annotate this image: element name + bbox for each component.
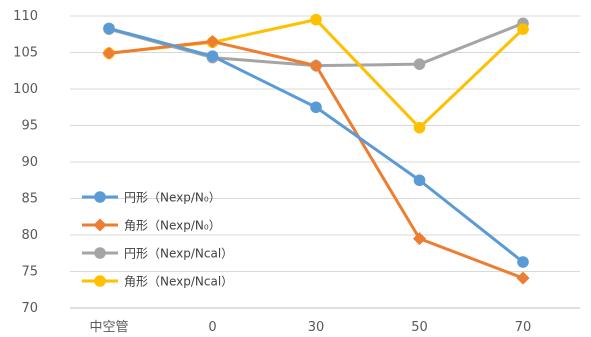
data-point-2-3 <box>413 58 426 70</box>
legend-marker-2 <box>94 247 106 259</box>
legend-item-2: 円形（Nexp/Ncal） <box>82 247 233 261</box>
legend-label-1: 角形（Nexp/N₀） <box>124 219 221 233</box>
legend-marker-3 <box>94 275 106 287</box>
y-tick-label-100: 100 <box>13 82 38 97</box>
legend-label-3: 角形（Nexp/Ncal） <box>124 275 233 289</box>
y-tick-label-75: 75 <box>21 265 38 280</box>
axis-layer: 70 75 80 85 90 95 100 105 110 中空管 0 30 50 70 <box>13 9 531 335</box>
series-layer <box>102 13 530 285</box>
x-tick-label-4: 70 <box>515 320 532 335</box>
series-3 <box>103 13 529 134</box>
x-tick-label-0: 中空管 <box>89 320 128 335</box>
data-point-0-0 <box>103 22 115 35</box>
y-tick-label-70: 70 <box>21 301 38 316</box>
data-point-1-1 <box>206 35 219 49</box>
data-point-0-3 <box>413 174 426 187</box>
series-0 <box>103 22 529 268</box>
data-point-3-2 <box>310 13 322 26</box>
data-point-1-2 <box>309 59 323 73</box>
data-point-0-4 <box>517 256 529 268</box>
data-point-0-2 <box>310 101 322 114</box>
data-point-3-4 <box>517 23 529 35</box>
legend-item-0: 円形（Nexp/N₀） <box>82 191 221 205</box>
y-tick-label-105: 105 <box>13 46 38 61</box>
x-tick-label-1: 0 <box>208 320 216 335</box>
legend-item-3: 角形（Nexp/Ncal） <box>82 275 233 289</box>
legend-label-2: 円形（Nexp/Ncal） <box>124 247 233 261</box>
x-tick-label-3: 50 <box>411 320 428 335</box>
y-tick-label-95: 95 <box>21 119 38 134</box>
legend-marker-1 <box>93 218 107 232</box>
data-point-3-3 <box>413 121 426 134</box>
y-tick-label-110: 110 <box>13 9 38 24</box>
legend-marker-0 <box>94 191 106 203</box>
legend-label-0: 円形（Nexp/N₀） <box>124 191 221 205</box>
x-tick-label-2: 30 <box>308 320 325 335</box>
y-tick-label-90: 90 <box>21 155 38 170</box>
legend: 円形（Nexp/N₀） 角形（Nexp/N₀） 円形（Nexp/Ncal） 角形（Ne… <box>82 191 233 289</box>
y-tick-label-80: 80 <box>21 228 38 243</box>
grid-layer <box>70 15 580 309</box>
data-point-1-3 <box>413 232 426 246</box>
series-line-1 <box>107 40 525 280</box>
data-point-1-0 <box>102 46 116 60</box>
y-tick-label-85: 85 <box>21 192 38 207</box>
data-point-1-4 <box>516 271 530 285</box>
data-point-0-1 <box>206 50 219 62</box>
legend-item-1: 角形（Nexp/N₀） <box>82 218 221 233</box>
